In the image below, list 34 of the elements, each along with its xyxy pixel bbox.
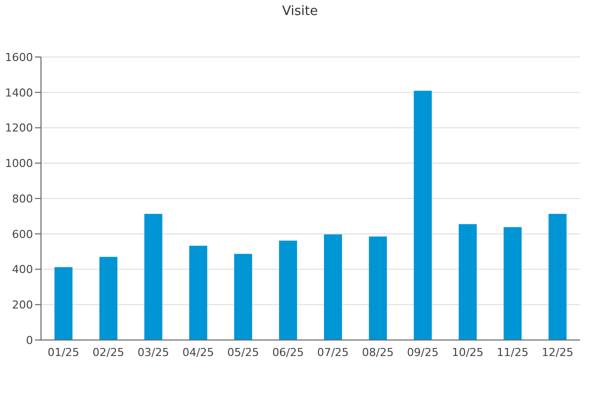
y-tick-label: 400 bbox=[12, 263, 33, 276]
y-tick-label: 1400 bbox=[5, 86, 33, 100]
x-tick-label: 03/25 bbox=[137, 346, 170, 359]
y-tick-label: 800 bbox=[12, 192, 33, 206]
bar bbox=[234, 254, 252, 340]
bar bbox=[368, 236, 387, 340]
x-tick-label: 09/25 bbox=[406, 346, 439, 359]
bar bbox=[504, 227, 522, 340]
bar bbox=[324, 234, 342, 340]
x-tick-label: 07/25 bbox=[317, 346, 349, 359]
bar bbox=[54, 267, 72, 340]
y-tick-label: 1200 bbox=[5, 122, 33, 135]
y-tick-label: 200 bbox=[12, 298, 33, 312]
x-tick-label: 08/25 bbox=[362, 346, 394, 359]
x-tick-label: 04/25 bbox=[182, 346, 214, 359]
x-tick-label: 01/25 bbox=[48, 346, 80, 359]
bar bbox=[279, 240, 298, 340]
y-tick-label: 1600 bbox=[5, 50, 33, 64]
x-tick-label: 12/25 bbox=[542, 346, 574, 359]
x-tick-label: 05/25 bbox=[227, 346, 259, 359]
x-tick-label: 02/25 bbox=[92, 346, 124, 359]
y-tick-label: 600 bbox=[12, 228, 33, 241]
y-tick-label: 1000 bbox=[5, 157, 33, 170]
x-tick-label: 11/25 bbox=[496, 346, 528, 359]
chart-title: Visite bbox=[281, 4, 319, 19]
bar bbox=[99, 256, 118, 340]
bar bbox=[414, 90, 432, 340]
y-tick-label: 0 bbox=[26, 334, 33, 347]
bar bbox=[189, 246, 208, 340]
bar bbox=[458, 224, 477, 340]
bar bbox=[548, 214, 567, 340]
x-tick-label: 10/25 bbox=[452, 346, 484, 359]
x-tick-label: 06/25 bbox=[272, 346, 304, 359]
bar bbox=[144, 214, 162, 340]
